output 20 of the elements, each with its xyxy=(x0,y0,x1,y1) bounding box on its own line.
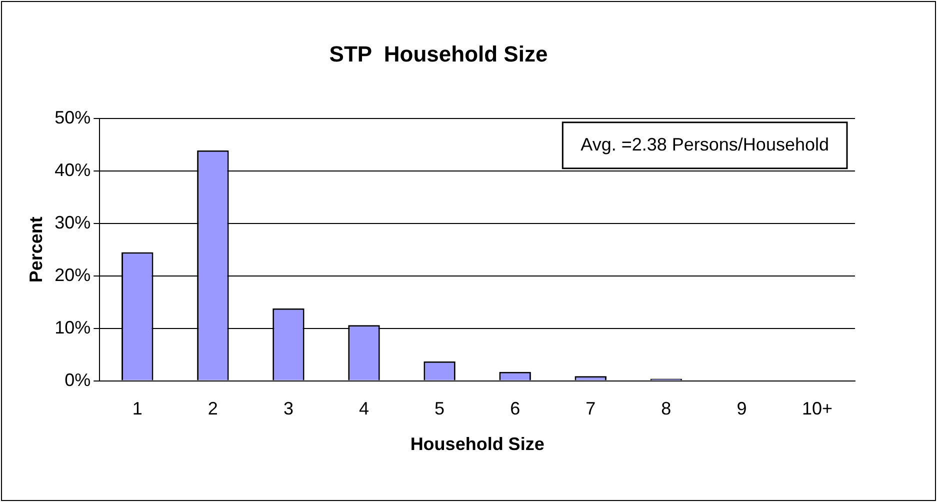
y-tick-label: 40% xyxy=(54,160,91,180)
y-tick-label: 0% xyxy=(64,370,91,390)
x-tick-label: 9 xyxy=(736,398,747,419)
x-tick-label: 8 xyxy=(661,398,672,419)
x-tick-label: 2 xyxy=(208,398,218,419)
annotation: Avg. =2.38 Persons/Household xyxy=(580,134,830,154)
y-tick-label: 30% xyxy=(54,212,91,232)
x-tick-label: 6 xyxy=(510,398,520,419)
x-tick-label: 1 xyxy=(132,398,142,419)
y-tick-label: 10% xyxy=(54,317,91,338)
x-tick-label: 7 xyxy=(586,398,596,419)
y-axis-title: Percent xyxy=(26,216,46,283)
chart-title: STP Household Size xyxy=(329,41,548,66)
x-tick-label: 10+ xyxy=(802,398,833,419)
y-tick-label: 20% xyxy=(54,264,91,285)
x-tick-label: 5 xyxy=(434,398,445,419)
x-tick-label: 3 xyxy=(283,398,294,419)
x-axis-title: Household Size xyxy=(410,434,544,454)
y-tick-label: 50% xyxy=(54,107,91,128)
x-tick-label: 4 xyxy=(359,398,370,419)
